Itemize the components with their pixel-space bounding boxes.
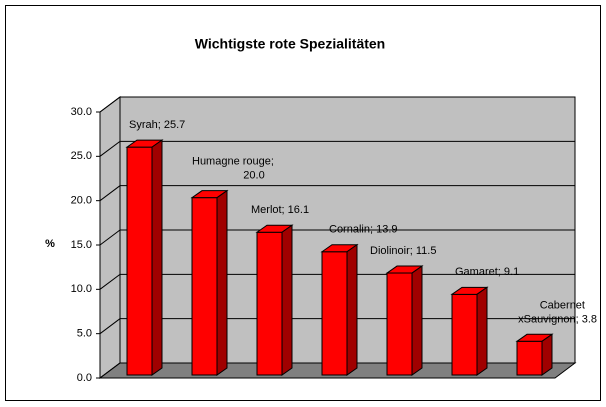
grid-line: [99, 362, 575, 379]
data-label-line: Cabernet: [540, 299, 585, 311]
bar-side: [411, 265, 423, 376]
bar: [255, 224, 294, 376]
data-label-line: xSauvignon; 3.8: [518, 313, 597, 325]
bar-front: [126, 146, 153, 376]
y-tick-label: 25.0: [71, 150, 92, 162]
data-label: Merlot; 16.1: [251, 204, 309, 216]
grid-line: [99, 96, 575, 113]
bar: [515, 333, 554, 376]
bar-side: [346, 243, 358, 376]
y-tick-label: 10.0: [71, 283, 92, 295]
bar: [125, 139, 164, 376]
y-tick-label: 15.0: [71, 239, 92, 251]
chart-title: Wichtigste rote Spezialitäten: [195, 36, 385, 52]
grid-line: [99, 273, 575, 290]
bar-side: [541, 333, 553, 376]
data-label: Diolinoir; 11.5: [370, 245, 436, 257]
y-tick-label: 5.0: [77, 328, 92, 340]
bar-side: [476, 286, 488, 376]
data-label-line: 20.0: [243, 170, 264, 182]
bar: [190, 189, 229, 376]
y-tick-label: 20.0: [71, 195, 92, 207]
bar-front: [321, 251, 348, 376]
grid-line: [99, 318, 575, 335]
y-axis-label: %: [45, 238, 55, 250]
bar-front: [451, 293, 478, 376]
bar: [385, 265, 424, 376]
bar: [320, 243, 359, 376]
grid-line: [99, 185, 575, 202]
y-tick-label: 30.0: [71, 106, 92, 118]
data-label: Humagne rouge; 20.0: [192, 156, 274, 182]
data-label: Syrah; 25.7: [129, 119, 185, 131]
bar-front: [386, 272, 413, 376]
grid-line: [99, 140, 575, 157]
bar-side: [216, 189, 228, 376]
bar-front: [256, 231, 283, 376]
bar-side: [281, 224, 293, 376]
data-label: Cornalin; 13.9: [329, 224, 398, 236]
bar-front: [191, 197, 218, 376]
bar: [450, 286, 489, 376]
grid-line: [99, 229, 575, 246]
data-label: Gamaret; 9.1: [455, 266, 519, 278]
y-tick-label: 0.0: [77, 372, 92, 384]
bar-front: [516, 340, 543, 376]
bar-side: [151, 139, 163, 376]
data-label-line: Humagne rouge;: [192, 156, 274, 168]
data-label: Cabernet xSauvignon; 3.8: [518, 299, 597, 325]
